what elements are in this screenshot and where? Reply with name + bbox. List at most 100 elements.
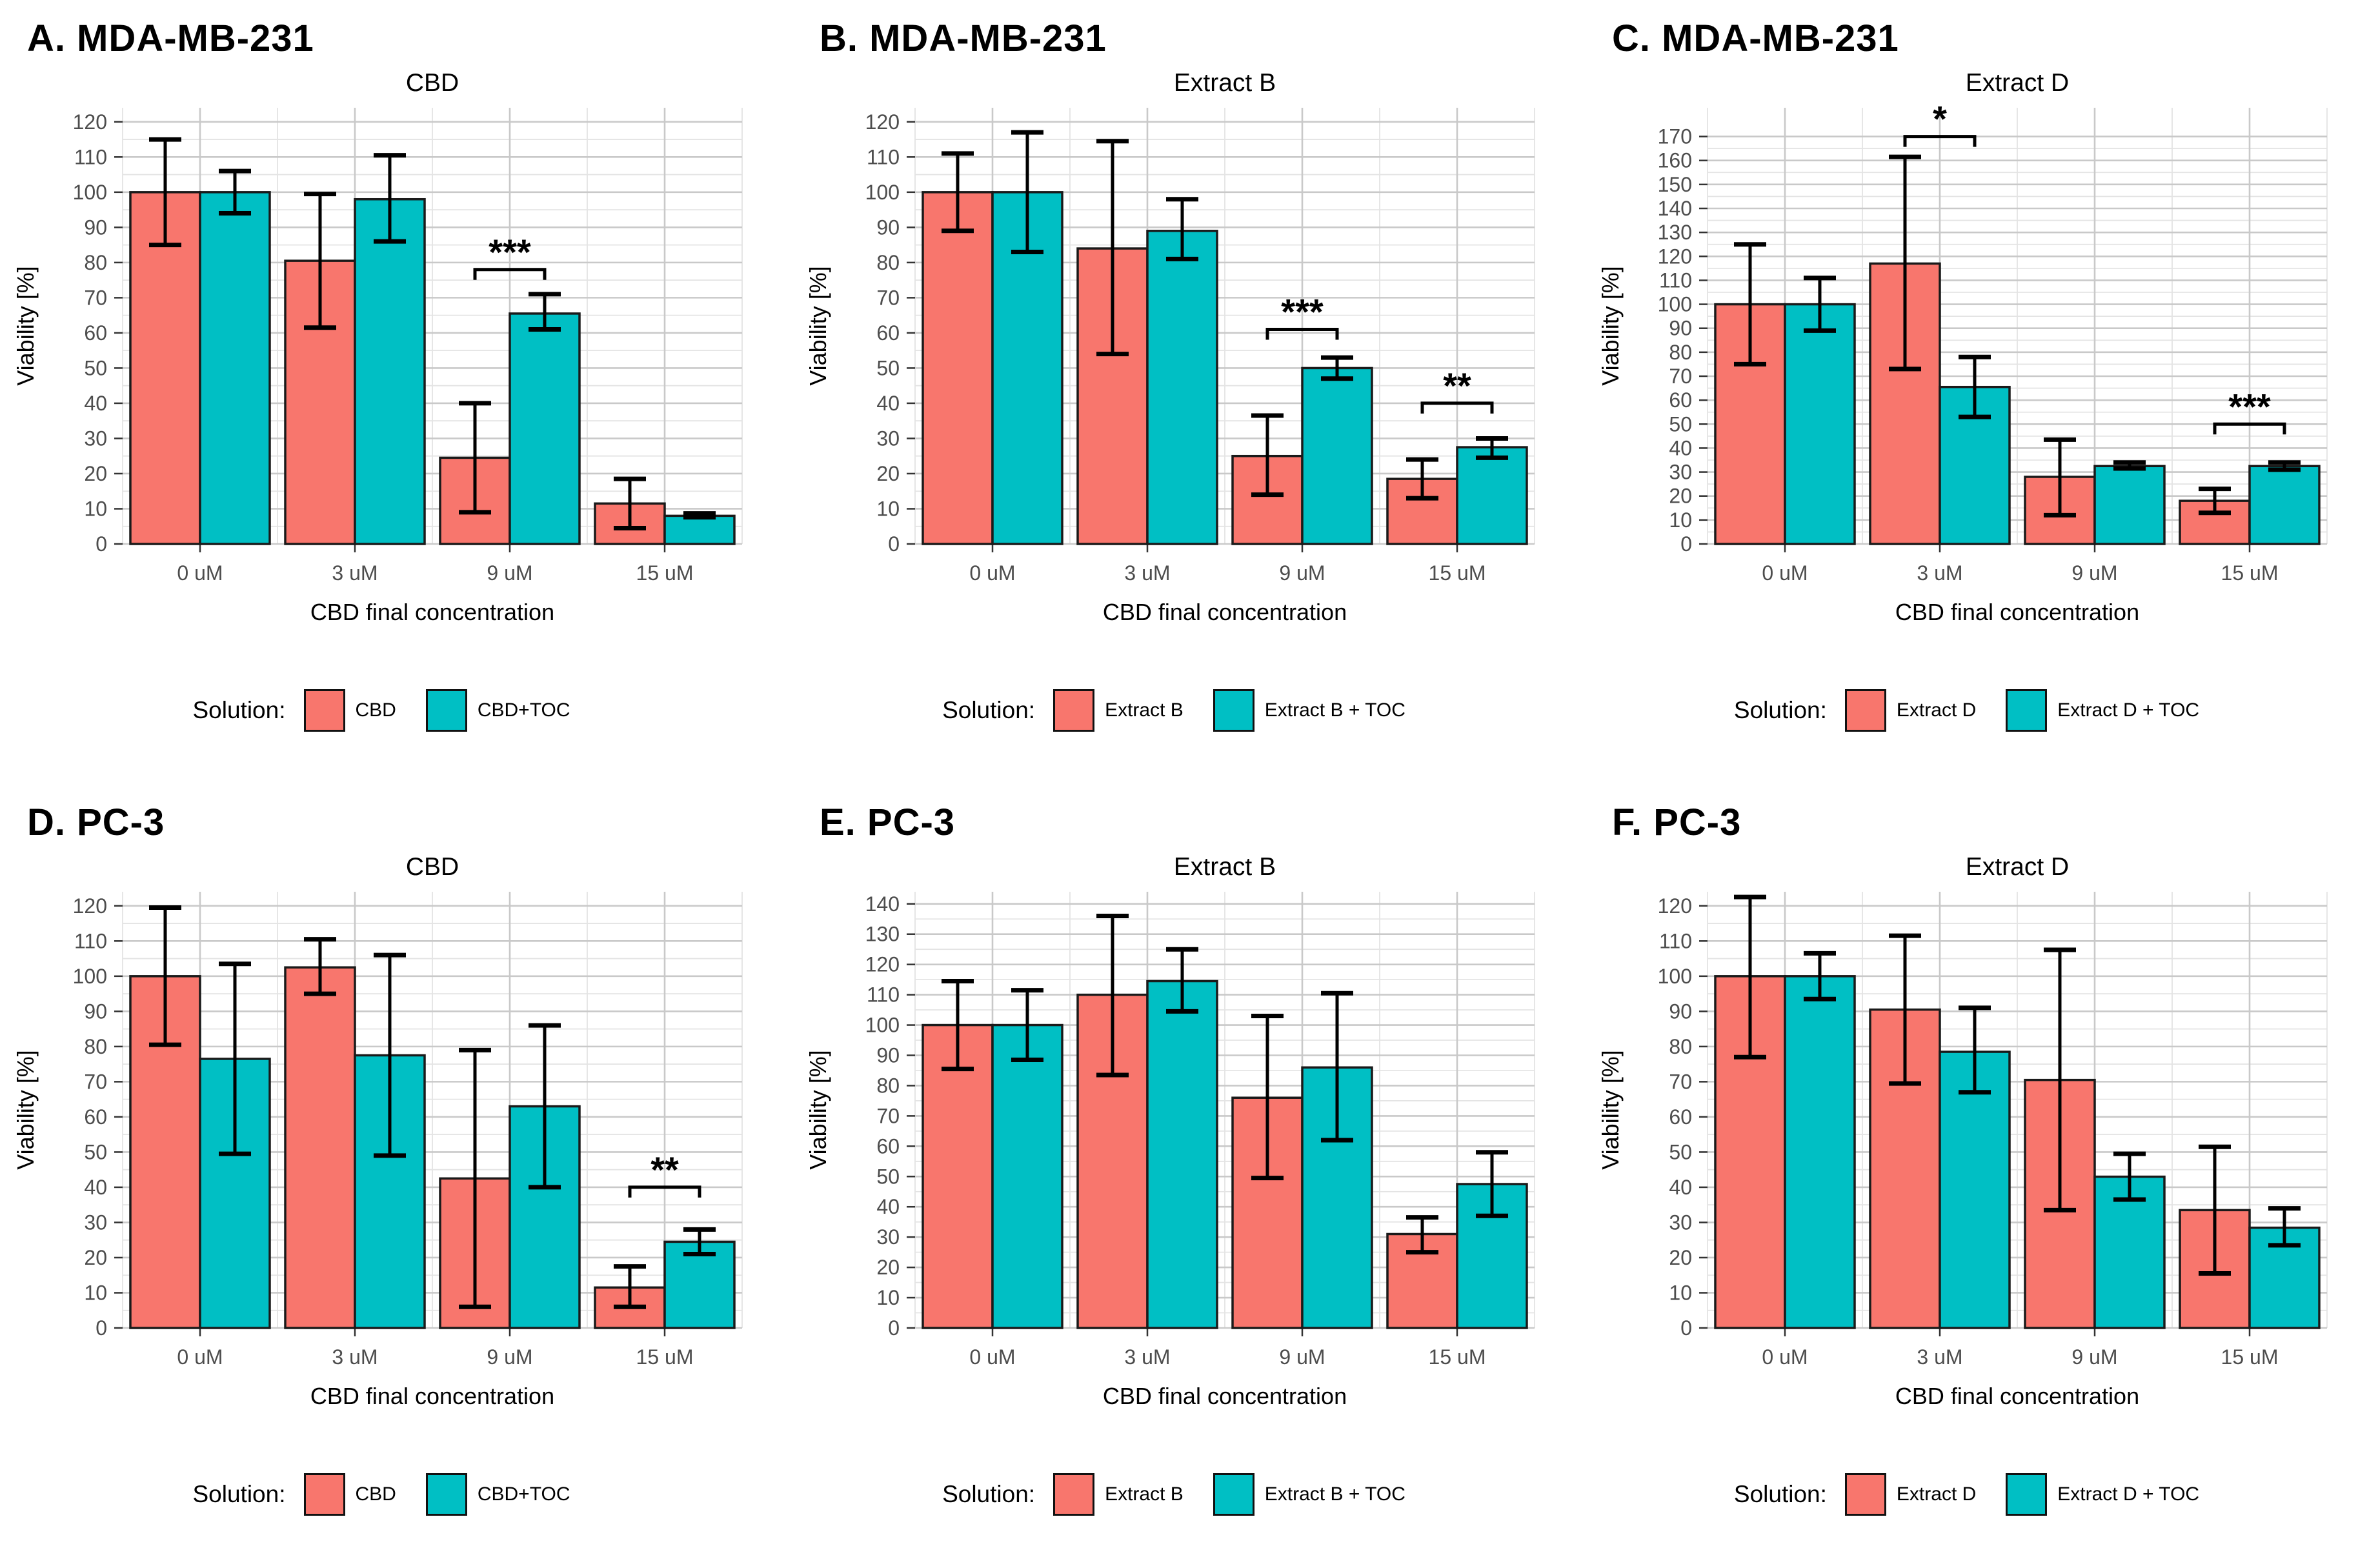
panel-c: C. MDA-MB-231 0 10 20 30 40 50 60 70 80 90 100 110 1… <box>1585 0 2378 784</box>
panel-e: E. PC-3 0 10 20 30 40 50 60 70 80 90 100 110 120 130 1… <box>792 784 1585 1568</box>
svg-text:50: 50 <box>84 356 107 379</box>
svg-text:10: 10 <box>876 497 900 520</box>
svg-text:110: 110 <box>74 929 107 952</box>
chart-svg-C: 0102030405060708090100110120130140150160… <box>1597 69 2328 625</box>
legend-swatch-series2 <box>1213 1473 1254 1516</box>
legend-e: Solution: Extract B Extract B + TOC <box>792 1465 1585 1524</box>
legend-label-series1: Extract B <box>1105 699 1184 721</box>
svg-text:*: * <box>1933 99 1947 139</box>
svg-text:Extract D: Extract D <box>1966 69 2069 97</box>
legend-label-series2: Extract B + TOC <box>1264 1483 1406 1505</box>
svg-text:Extract D: Extract D <box>1966 853 2069 881</box>
svg-text:***: *** <box>489 232 531 272</box>
svg-text:20: 20 <box>876 462 900 485</box>
svg-text:70: 70 <box>876 286 900 309</box>
svg-text:90: 90 <box>1669 1000 1692 1023</box>
bar-chart-b: 0 10 20 30 40 50 60 70 80 90 100 110 120 0 uM 3 uM 9 uM… <box>792 65 1585 679</box>
svg-text:50: 50 <box>1669 1140 1692 1163</box>
svg-text:50: 50 <box>1669 412 1692 436</box>
chart-svg-D: 0 10 20 30 40 50 60 70 80 90 100 110 120 0 uM 3 uM 9 uM… <box>12 853 743 1409</box>
legend-swatch-series1 <box>1053 689 1095 732</box>
svg-text:60: 60 <box>84 1105 107 1129</box>
legend-c: Solution: Extract D Extract D + TOC <box>1585 681 2378 740</box>
legend-title: Solution: <box>192 697 286 723</box>
svg-text:140: 140 <box>1658 197 1692 220</box>
legend-label-series2: Extract D + TOC <box>2057 1483 2200 1505</box>
svg-text:Extract B: Extract B <box>1174 853 1276 881</box>
svg-text:CBD final concentration: CBD final concentration <box>1103 599 1347 625</box>
legend-title: Solution: <box>942 1481 1036 1507</box>
svg-text:30: 30 <box>84 1211 107 1234</box>
svg-text:0 uM: 0 uM <box>177 561 223 585</box>
svg-text:0 uM: 0 uM <box>969 561 1015 585</box>
svg-text:120: 120 <box>73 894 107 918</box>
bar-chart-c: 0 10 20 30 40 50 60 70 80 90 100 110 120 130 140 150 160… <box>1585 65 2378 679</box>
chart-svg-F: 0 10 20 30 40 50 60 70 80 90 100 110 120 0 uM 3 uM 9 uM… <box>1597 853 2328 1409</box>
chart-svg-E: 0 10 20 30 40 50 60 70 80 90 100 110 120 130 140 0 uM 3 … <box>805 853 1535 1409</box>
legend-label-series1: CBD <box>355 699 396 721</box>
legend-d: Solution: CBD CBD+TOC <box>0 1465 792 1524</box>
svg-text:9 uM: 9 uM <box>487 1345 532 1369</box>
panel-a: A. MDA-MB-231 0 10 20 30 40 50 60 70 80 90 100 110 1… <box>0 0 792 784</box>
svg-text:Viability [%]: Viability [%] <box>1597 1050 1624 1169</box>
svg-text:10: 10 <box>84 497 107 520</box>
svg-text:100: 100 <box>865 1014 900 1037</box>
svg-text:40: 40 <box>1669 1176 1692 1199</box>
svg-text:3 uM: 3 uM <box>332 561 378 585</box>
svg-text:20: 20 <box>84 462 107 485</box>
svg-text:100: 100 <box>73 965 107 988</box>
svg-text:Extract B: Extract B <box>1174 69 1276 97</box>
svg-text:Viability [%]: Viability [%] <box>12 1050 39 1169</box>
svg-text:40: 40 <box>876 392 900 415</box>
svg-text:60: 60 <box>1669 1105 1692 1129</box>
svg-text:110: 110 <box>74 145 107 168</box>
legend-label-series2: Extract D + TOC <box>2057 699 2200 721</box>
svg-text:**: ** <box>1443 365 1471 406</box>
svg-text:3 uM: 3 uM <box>1124 561 1170 585</box>
svg-text:20: 20 <box>1669 1246 1692 1269</box>
legend-label-series2: CBD+TOC <box>477 1483 570 1505</box>
svg-text:90: 90 <box>876 216 900 239</box>
svg-text:120: 120 <box>865 110 900 134</box>
svg-text:10: 10 <box>84 1281 107 1304</box>
svg-text:***: *** <box>2228 386 2271 427</box>
legend-f: Solution: Extract D Extract D + TOC <box>1585 1465 2378 1524</box>
svg-text:0: 0 <box>888 532 900 556</box>
svg-text:3 uM: 3 uM <box>332 1345 378 1369</box>
legend-label-series2: Extract B + TOC <box>1264 699 1406 721</box>
svg-text:60: 60 <box>84 321 107 345</box>
svg-text:100: 100 <box>865 181 900 204</box>
svg-text:3 uM: 3 uM <box>1917 1345 1962 1369</box>
svg-text:30: 30 <box>1669 1211 1692 1234</box>
svg-text:20: 20 <box>876 1256 900 1279</box>
svg-text:60: 60 <box>876 1134 900 1158</box>
svg-text:100: 100 <box>73 181 107 204</box>
legend-title: Solution: <box>942 697 1036 723</box>
svg-text:3 uM: 3 uM <box>1917 561 1962 585</box>
svg-text:Viability [%]: Viability [%] <box>1597 266 1624 385</box>
panel-b: B. MDA-MB-231 0 10 20 30 40 50 60 70 80 90 100 110 1… <box>792 0 1585 784</box>
svg-text:0 uM: 0 uM <box>969 1345 1015 1369</box>
panel-f: F. PC-3 0 10 20 30 40 50 60 70 80 90 100 110 120 0 uM… <box>1585 784 2378 1568</box>
svg-text:120: 120 <box>73 110 107 134</box>
svg-text:3 uM: 3 uM <box>1124 1345 1170 1369</box>
svg-text:9 uM: 9 uM <box>1279 1345 1325 1369</box>
svg-text:0 uM: 0 uM <box>177 1345 223 1369</box>
svg-text:**: ** <box>650 1149 679 1190</box>
svg-text:Viability [%]: Viability [%] <box>12 266 39 385</box>
svg-text:0: 0 <box>888 1316 900 1340</box>
svg-text:70: 70 <box>84 286 107 309</box>
panel-d-header: D. PC-3 <box>27 801 165 843</box>
svg-text:120: 120 <box>1658 894 1692 918</box>
svg-text:80: 80 <box>1669 341 1692 364</box>
legend-label-series1: Extract D <box>1896 699 1977 721</box>
legend-title: Solution: <box>1733 697 1827 723</box>
svg-text:15 uM: 15 uM <box>636 561 694 585</box>
svg-text:30: 30 <box>84 427 107 450</box>
legend-a: Solution: CBD CBD+TOC <box>0 681 792 740</box>
svg-text:50: 50 <box>84 1140 107 1163</box>
legend-swatch-series1 <box>1053 1473 1095 1516</box>
svg-text:15 uM: 15 uM <box>636 1345 694 1369</box>
panel-f-header: F. PC-3 <box>1612 801 1742 843</box>
